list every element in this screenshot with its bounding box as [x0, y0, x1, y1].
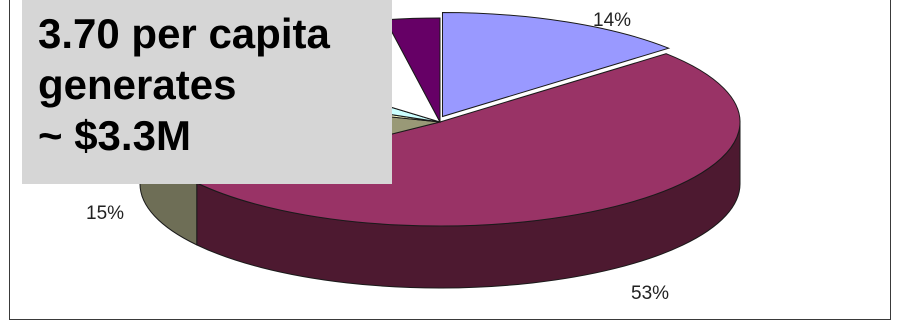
pie-label-0: 14% [593, 10, 631, 31]
pie-label-2: 15% [86, 203, 124, 224]
pie-label-1: 53% [631, 283, 669, 304]
callout-line-1: 3.70 per capita [38, 10, 330, 57]
callout-line-3: ~ $3.3M [38, 112, 191, 159]
callout-box: 3.70 per capita generates ~ $3.3M [22, 0, 392, 184]
callout-line-2: generates [38, 61, 237, 108]
pie-slice-0 [441, 12, 671, 118]
